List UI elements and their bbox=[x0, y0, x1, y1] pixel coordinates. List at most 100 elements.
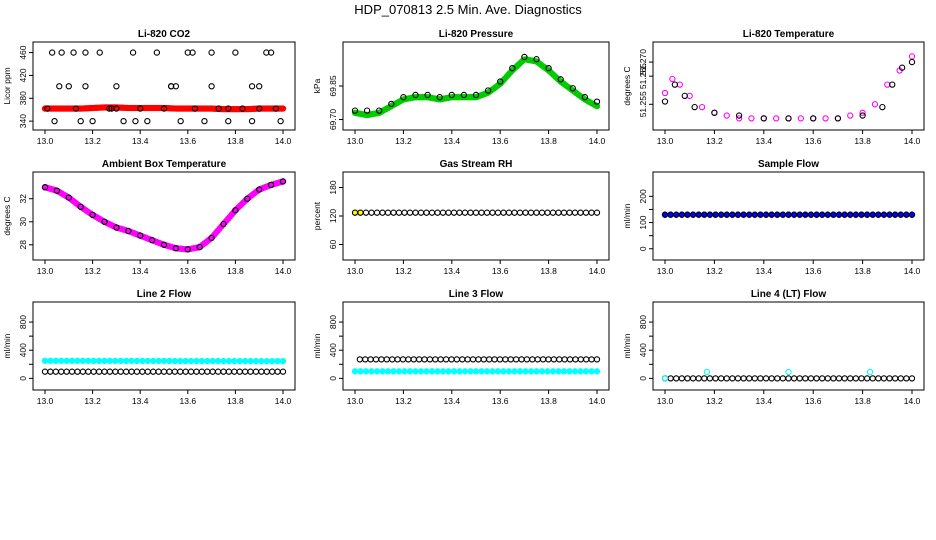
data-point bbox=[472, 91, 480, 99]
data-point bbox=[673, 375, 680, 382]
data-point bbox=[214, 368, 222, 375]
data-point bbox=[258, 357, 265, 365]
data-point bbox=[220, 220, 227, 228]
data-point bbox=[383, 356, 390, 363]
data-point bbox=[225, 117, 232, 125]
data-point bbox=[560, 368, 568, 375]
y-tick-label: 340 bbox=[18, 114, 28, 128]
data-point bbox=[768, 375, 775, 382]
data-point bbox=[483, 368, 491, 375]
data-point bbox=[241, 368, 249, 375]
data-point bbox=[484, 87, 492, 94]
data-point bbox=[735, 115, 743, 122]
data-point bbox=[90, 357, 97, 364]
data-point bbox=[412, 209, 419, 216]
data-point bbox=[52, 357, 59, 364]
data-point bbox=[47, 357, 54, 364]
data-point bbox=[678, 375, 685, 382]
data-point bbox=[247, 368, 254, 375]
data-point bbox=[400, 94, 407, 101]
data-point bbox=[208, 234, 215, 242]
y-tick-label: 180 bbox=[328, 180, 338, 194]
data-point bbox=[70, 49, 77, 56]
data-point bbox=[252, 368, 260, 375]
y-tick-label: 69.70 bbox=[328, 109, 338, 131]
data-point bbox=[112, 357, 119, 365]
data-point bbox=[706, 375, 714, 382]
data-point bbox=[518, 356, 525, 363]
data-point bbox=[231, 368, 238, 375]
data-point bbox=[751, 375, 758, 382]
data-point bbox=[859, 109, 866, 116]
chart-title: Li-820 Pressure bbox=[439, 29, 514, 40]
y-tick-label: 0 bbox=[638, 246, 648, 251]
y-tick-label: 460 bbox=[18, 45, 28, 59]
x-tick-label: 13.0 bbox=[37, 266, 54, 276]
data-point bbox=[101, 368, 108, 375]
data-point bbox=[424, 91, 431, 99]
data-point bbox=[220, 357, 227, 365]
data-point bbox=[128, 357, 135, 365]
data-point bbox=[539, 356, 547, 363]
data-point bbox=[232, 207, 239, 214]
data-point bbox=[426, 356, 434, 363]
data-point bbox=[810, 115, 817, 122]
data-point bbox=[215, 105, 222, 112]
chart-title: Line 4 (LT) Flow bbox=[751, 289, 827, 300]
data-point bbox=[263, 357, 270, 365]
y-axis-label: ml/min bbox=[2, 333, 12, 358]
data-point bbox=[63, 357, 70, 364]
data-point bbox=[448, 356, 455, 363]
y-axis-label: kPa bbox=[312, 78, 322, 93]
chart-sample: Sample Flow ml/min 13.0 13.2 13.4 13.6 13.8 14.… bbox=[622, 159, 925, 276]
y-tick-label: 30 bbox=[18, 217, 28, 227]
data-point bbox=[208, 83, 215, 90]
data-point bbox=[879, 103, 886, 111]
data-point bbox=[101, 357, 108, 365]
y-tick-label: 60 bbox=[328, 240, 338, 250]
data-point bbox=[144, 357, 151, 365]
data-point bbox=[671, 81, 679, 88]
data-point bbox=[472, 209, 480, 216]
data-point bbox=[177, 117, 184, 125]
data-point bbox=[448, 91, 455, 99]
data-point bbox=[106, 105, 113, 112]
data-point bbox=[160, 357, 168, 365]
data-point bbox=[388, 100, 395, 108]
data-point bbox=[859, 112, 866, 119]
chart-co2: Li-820 CO2 Licor ppm 13.0 13.2 13.4 13.6 13.8 1… bbox=[2, 29, 296, 146]
data-point bbox=[847, 112, 854, 119]
data-point bbox=[79, 357, 87, 364]
data-point bbox=[762, 375, 770, 382]
data-point bbox=[68, 357, 76, 364]
data-point bbox=[395, 368, 403, 375]
data-point bbox=[523, 356, 531, 363]
data-point bbox=[486, 356, 493, 363]
x-tick-label: 13.0 bbox=[657, 136, 674, 146]
data-point bbox=[509, 64, 516, 72]
data-point bbox=[56, 83, 63, 90]
data-point bbox=[522, 209, 529, 216]
data-point bbox=[544, 368, 551, 375]
data-point bbox=[241, 357, 249, 365]
data-point bbox=[734, 375, 742, 382]
data-point bbox=[128, 368, 135, 375]
data-point bbox=[113, 83, 120, 90]
y-tick-label: 69.85 bbox=[328, 75, 338, 97]
data-point bbox=[51, 117, 58, 125]
x-tick-label: 13.8 bbox=[227, 396, 244, 406]
data-point bbox=[522, 368, 529, 375]
data-point bbox=[368, 209, 375, 216]
data-point bbox=[582, 209, 590, 216]
data-point bbox=[740, 375, 747, 382]
data-point bbox=[351, 368, 359, 375]
data-point bbox=[63, 368, 70, 375]
x-tick-label: 13.8 bbox=[540, 136, 557, 146]
data-point bbox=[204, 368, 211, 375]
plot-frame bbox=[342, 171, 610, 261]
data-point bbox=[263, 368, 270, 375]
data-point bbox=[390, 209, 397, 216]
x-tick-label: 13.0 bbox=[657, 266, 674, 276]
data-point bbox=[432, 356, 439, 363]
y-axis-label: percent bbox=[312, 201, 322, 230]
